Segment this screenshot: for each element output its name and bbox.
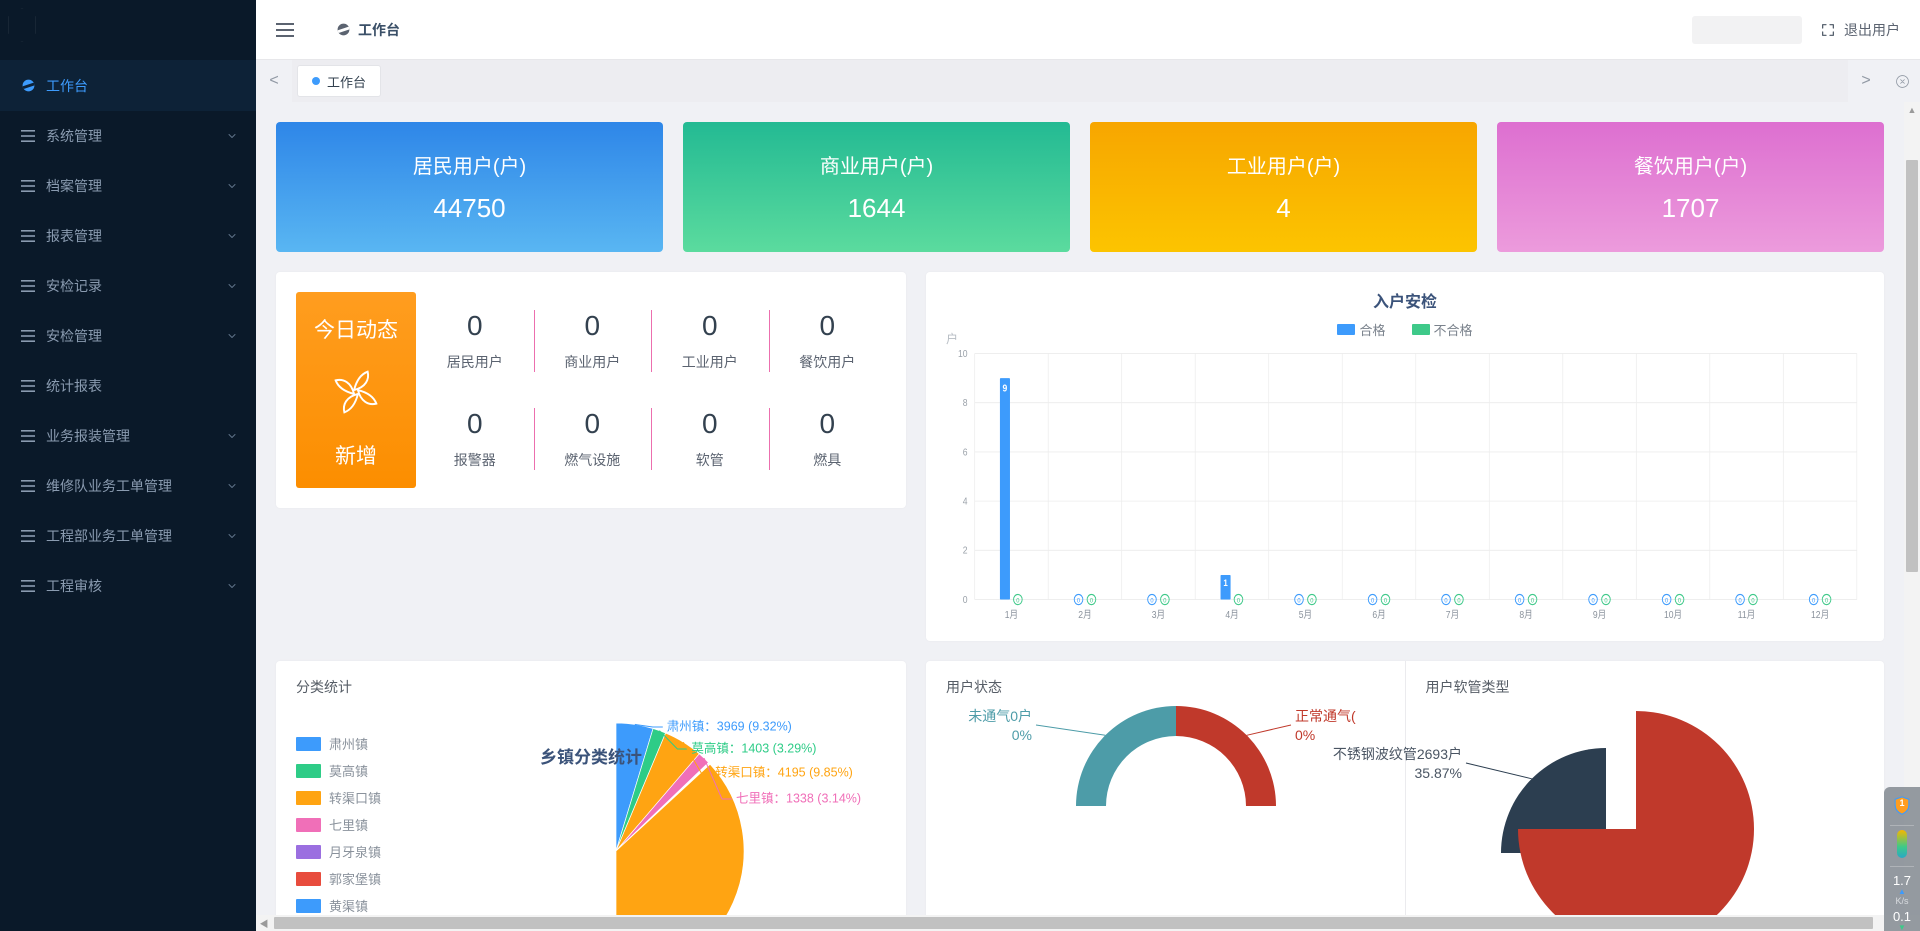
svg-text:8月: 8月 [1519,608,1532,620]
svg-text:0: 0 [1665,597,1669,605]
svg-text:3月: 3月 [1152,608,1165,620]
svg-text:0: 0 [1090,597,1094,605]
svg-text:10月: 10月 [1664,608,1682,620]
svg-text:0: 0 [1077,597,1081,605]
svg-text:0: 0 [1591,597,1595,605]
svg-text:8: 8 [963,396,968,408]
svg-text:0: 0 [1371,597,1375,605]
svg-text:未通气0户: 未通气0户 [968,708,1032,724]
svg-text:6月: 6月 [1372,608,1385,620]
svg-text:正常通气(: 正常通气( [1295,708,1356,724]
svg-text:不锈钢波纹管2693户: 不锈钢波纹管2693户 [1332,746,1461,762]
svg-text:0: 0 [1751,597,1755,605]
svg-text:35.87%: 35.87% [1414,765,1461,781]
svg-text:9: 9 [1003,382,1008,394]
svg-text:0: 0 [1016,597,1020,605]
svg-text:0%: 0% [1295,727,1315,743]
svg-text:0: 0 [1150,597,1154,605]
svg-text:0: 0 [1384,597,1388,605]
svg-text:4: 4 [963,495,968,507]
svg-text:0: 0 [1444,597,1448,605]
svg-text:1月: 1月 [1005,608,1018,620]
svg-text:0: 0 [1531,597,1535,605]
svg-text:0: 0 [1163,597,1167,605]
svg-text:0: 0 [1678,597,1682,605]
svg-text:12月: 12月 [1811,608,1829,620]
svg-text:9月: 9月 [1593,608,1606,620]
svg-text:0: 0 [963,593,968,605]
svg-text:2: 2 [963,544,968,556]
svg-text:6: 6 [963,446,968,458]
svg-text:11月: 11月 [1738,608,1756,620]
svg-text:七里镇：1338 (3.14%): 七里镇：1338 (3.14%) [736,792,861,806]
svg-text:7月: 7月 [1446,608,1459,620]
svg-text:0: 0 [1812,597,1816,605]
svg-text:0: 0 [1457,597,1461,605]
svg-text:0%: 0% [1012,727,1032,743]
svg-text:0: 0 [1604,597,1608,605]
svg-text:4月: 4月 [1225,608,1238,620]
svg-text:0: 0 [1825,597,1829,605]
svg-text:5月: 5月 [1299,608,1312,620]
svg-text:肃州镇：3969 (9.32%): 肃州镇：3969 (9.32%) [667,720,792,734]
svg-text:1: 1 [1223,577,1228,588]
svg-text:0: 0 [1738,597,1742,605]
svg-text:0: 0 [1237,597,1241,605]
svg-text:2月: 2月 [1078,608,1091,620]
svg-text:0: 0 [1518,597,1522,605]
svg-text:0: 0 [1297,597,1301,605]
svg-text:10: 10 [958,347,968,359]
svg-text:0: 0 [1310,597,1314,605]
